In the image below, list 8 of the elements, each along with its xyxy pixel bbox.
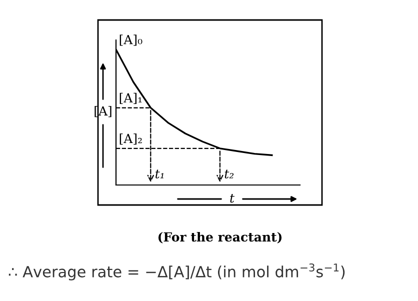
- x-axis-title: t: [230, 194, 235, 203]
- text: ∴ Average rate = −Δ[A]/Δt (in mol dm$^{−3}$s$^{−1}$): [8, 263, 345, 280]
- ref-line-label: [A]₁: [120, 92, 142, 104]
- text: (For the reactant): [158, 232, 282, 244]
- text: [A]₀: [120, 34, 142, 46]
- annotation: t₁: [156, 170, 164, 178]
- annotation: t₂: [224, 170, 234, 178]
- ref-line-label: [A]₂: [120, 134, 142, 145]
